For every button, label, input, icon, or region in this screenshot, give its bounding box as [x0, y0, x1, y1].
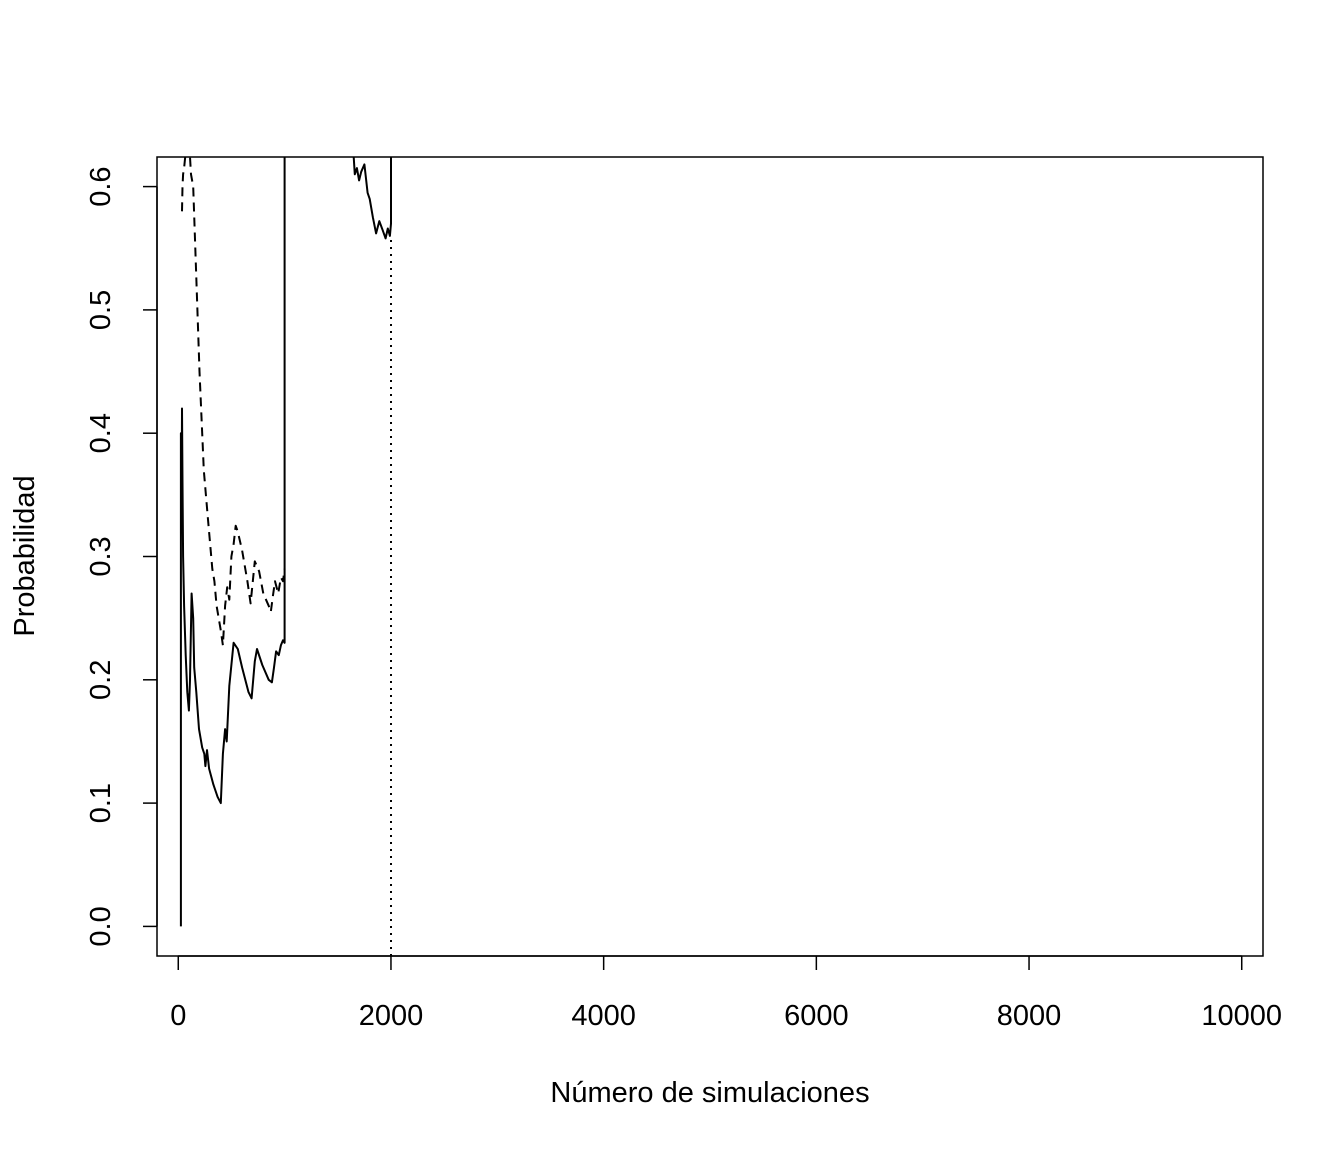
x-tick-label: 10000 — [1201, 1000, 1282, 1032]
y-tick-label: 0.2 — [85, 660, 117, 700]
x-axis-label: Número de simulaciones — [550, 1077, 869, 1109]
y-axis-label: Probabilidad — [9, 475, 41, 636]
series-line-solid-continuation — [352, 157, 392, 240]
y-tick-label: 0.3 — [85, 536, 117, 576]
x-tick-label: 4000 — [571, 1000, 636, 1032]
y-tick-label: 0.5 — [85, 290, 117, 330]
series-layer — [179, 157, 392, 956]
y-tick-label: 0.0 — [85, 906, 117, 946]
y-tick-label: 0.6 — [85, 166, 117, 206]
y-axis: 0.0 0.1 0.2 0.3 0.4 0.5 0.6 — [85, 166, 158, 947]
x-tick-label: 2000 — [359, 1000, 424, 1032]
x-tick-label: 8000 — [997, 1000, 1062, 1032]
x-tick-label: 0 — [170, 1000, 186, 1032]
y-tick-label: 0.4 — [85, 413, 117, 453]
x-tick-label: 6000 — [784, 1000, 849, 1032]
x-axis: 0 2000 4000 6000 8000 10000 — [170, 955, 1282, 1032]
series-line-solid — [179, 157, 286, 927]
y-tick-label: 0.1 — [85, 783, 117, 823]
plot-frame — [156, 156, 1264, 957]
series-line-dashed — [181, 157, 286, 647]
